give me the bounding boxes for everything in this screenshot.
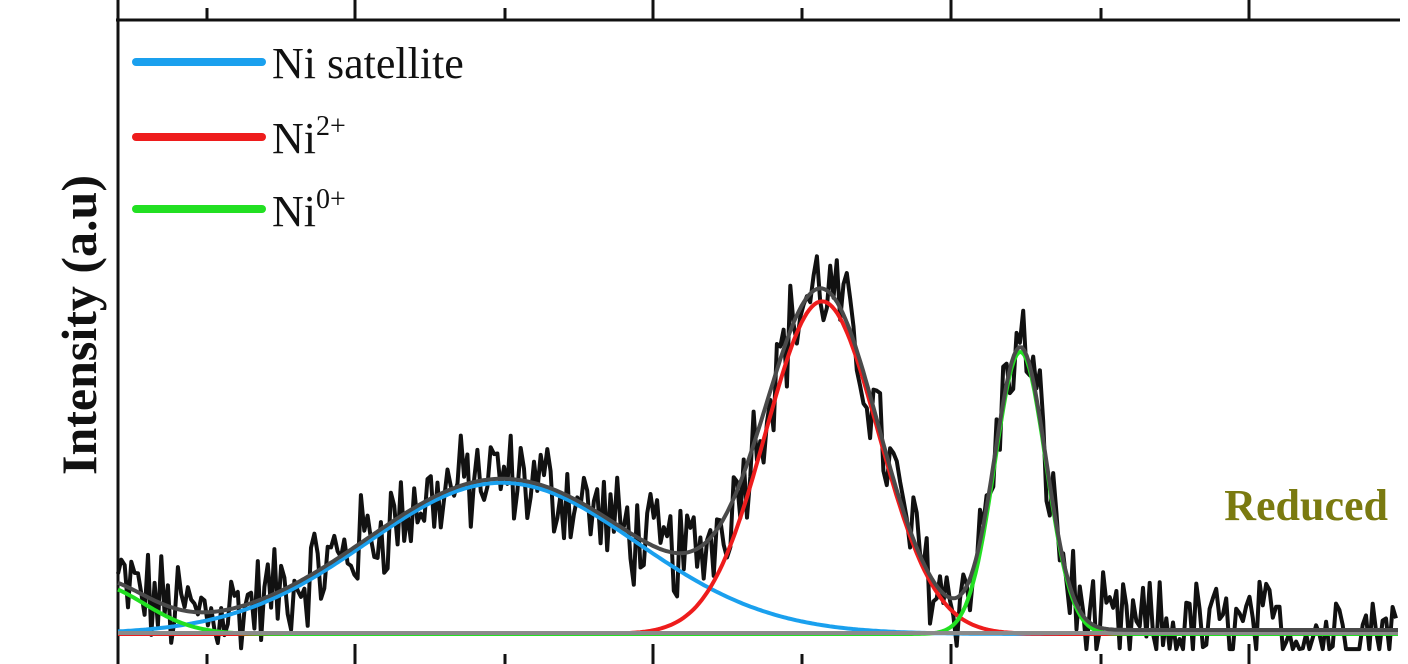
legend-label-ni2: Ni2+ <box>272 111 346 163</box>
plot-frame <box>116 0 1400 664</box>
legend-label-ni0-base: Ni <box>272 187 316 236</box>
legend-label-ni2-sup: 2+ <box>316 111 346 142</box>
y-axis-label: Intensity (a.u) <box>51 175 107 475</box>
legend-label-ni0-sup: 0+ <box>316 184 346 215</box>
legend-label-ni2-base: Ni <box>272 114 316 163</box>
legend: Ni satellite Ni2+ Ni0+ <box>132 39 464 236</box>
sample-annotation-reduced: Reduced <box>1224 481 1388 530</box>
series-group <box>116 254 1398 652</box>
legend-label-ni-satellite: Ni satellite <box>272 39 464 88</box>
legend-label-ni0: Ni0+ <box>272 184 346 236</box>
series-envelope-fit <box>117 286 1398 632</box>
series-raw-data <box>116 254 1398 652</box>
axis-ticks <box>205 0 1251 664</box>
legend-label-ni-satellite-base: Ni satellite <box>272 39 464 88</box>
